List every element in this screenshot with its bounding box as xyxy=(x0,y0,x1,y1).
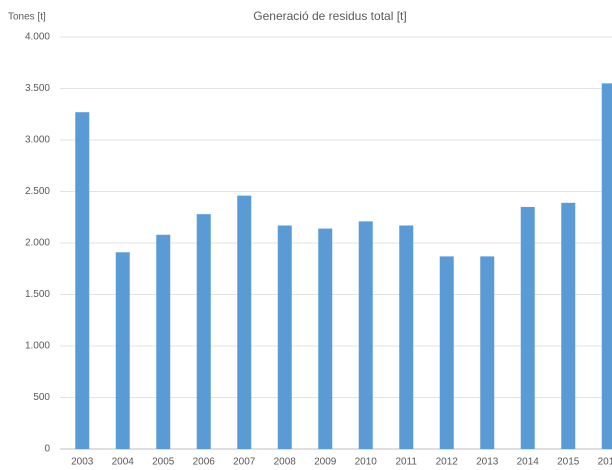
y-tick-label: 0 xyxy=(44,444,50,455)
bar xyxy=(318,228,333,449)
x-tick-label: 2010 xyxy=(355,457,378,468)
bar xyxy=(277,225,292,449)
bar xyxy=(75,112,90,449)
x-tick-label: 2013 xyxy=(476,457,499,468)
bar xyxy=(601,83,612,449)
y-tick-label: 500 xyxy=(33,392,50,403)
bar xyxy=(237,195,252,449)
x-tick-label: 2009 xyxy=(314,457,337,468)
y-tick-label: 2.000 xyxy=(25,238,50,249)
bar xyxy=(399,225,414,449)
chart-title: Generació de residus total [t] xyxy=(253,9,406,23)
x-tick-label: 2003 xyxy=(71,457,94,468)
bar xyxy=(115,252,130,449)
y-tick-label: 2.500 xyxy=(25,186,50,197)
bar xyxy=(196,214,211,449)
y-axis-title: Tones [t] xyxy=(8,12,46,23)
bar xyxy=(439,256,454,449)
x-tick-label: 2011 xyxy=(395,457,417,468)
bar xyxy=(358,221,373,449)
x-tick-label: 2012 xyxy=(436,457,459,468)
x-tick-label: 2015 xyxy=(557,457,580,468)
y-tick-label: 3.000 xyxy=(25,135,50,146)
bar xyxy=(520,206,535,449)
x-tick-label: 2008 xyxy=(274,457,297,468)
y-tick-label: 4.000 xyxy=(25,32,50,43)
x-tick-label: 2004 xyxy=(112,457,135,468)
y-tick-label: 3.500 xyxy=(25,83,50,94)
y-tick-label: 1.000 xyxy=(25,341,50,352)
x-tick-label: 2007 xyxy=(233,457,256,468)
x-tick-label: 2016 xyxy=(598,457,612,468)
bar xyxy=(480,256,495,449)
bar xyxy=(156,234,171,449)
x-tick-label: 2014 xyxy=(517,457,540,468)
y-tick-label: 1.500 xyxy=(25,289,50,300)
x-tick-label: 2006 xyxy=(193,457,216,468)
bar xyxy=(561,202,576,449)
x-tick-label: 2005 xyxy=(152,457,175,468)
